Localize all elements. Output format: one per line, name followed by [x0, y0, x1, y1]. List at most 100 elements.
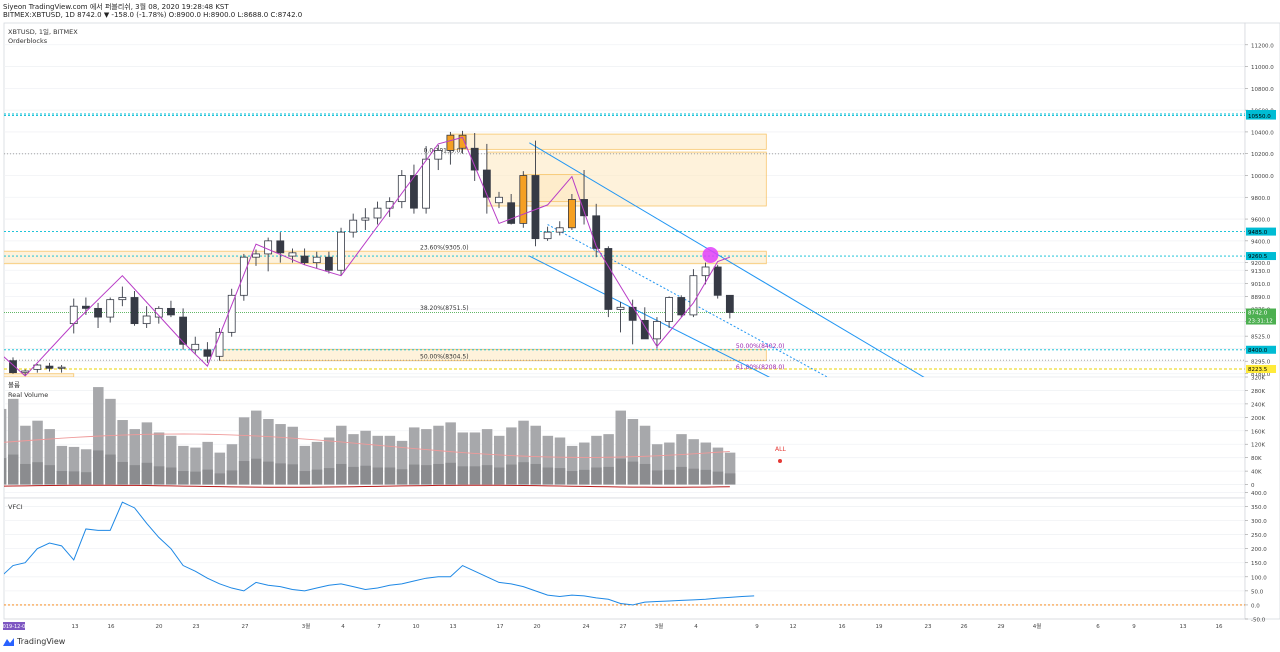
chart-header-line2: BITMEX:XBTUSD, 1D 8742.0 ▼ -158.0 (-1.78…	[3, 11, 303, 19]
volume-bar	[579, 442, 590, 485]
candle-body	[82, 305, 90, 309]
volume-bar-down	[129, 465, 140, 485]
candle-body	[653, 321, 661, 340]
x-axis-label: 13	[1180, 624, 1187, 630]
candle-body	[337, 231, 345, 271]
volume-bar-down	[275, 463, 286, 485]
volume-title: 볼륨	[8, 380, 20, 389]
vfci-tick-label: 400.0	[1251, 491, 1267, 497]
volume-bar	[700, 442, 712, 485]
volume-bar	[105, 398, 116, 485]
volume-bar-down	[384, 467, 396, 485]
volume-bar-down	[141, 462, 153, 485]
volume-bar	[311, 441, 323, 485]
candle-body	[45, 365, 54, 369]
volume-bar	[80, 449, 92, 485]
orderblock-box	[4, 373, 75, 377]
volume-bar	[44, 429, 55, 485]
volume-bar-down	[68, 471, 80, 485]
x-axis-label: 23	[925, 624, 932, 630]
volume-bar	[469, 432, 481, 485]
volume-bar-down	[299, 471, 311, 485]
brand-name: TradingView	[17, 637, 66, 646]
price-tick-label: 11000.0	[1251, 65, 1274, 71]
x-axis-label: 13	[72, 624, 79, 630]
volume-bar	[372, 435, 383, 485]
volume-ma2-line	[4, 484, 730, 488]
price-tick-label: 9130.0	[1251, 269, 1271, 275]
volume-bar-down	[202, 469, 213, 485]
x-axis-label: 4월	[1033, 622, 1042, 630]
fib-label: 61.80%(8208.0)	[736, 364, 785, 371]
volume-bar-down	[651, 470, 663, 485]
volume-bar-down	[178, 471, 189, 485]
volume-bar	[688, 439, 699, 485]
candle-body	[57, 366, 66, 369]
volume-bar	[178, 445, 189, 485]
candle-body	[324, 256, 333, 271]
volume-bar	[165, 435, 177, 485]
pane-frame-3	[3, 497, 1246, 620]
volume-bar-down	[311, 469, 323, 485]
volume-bar	[384, 435, 396, 485]
volume-bar	[251, 410, 262, 485]
volume-bar	[530, 425, 541, 485]
volume-bar	[664, 442, 675, 485]
price-tick-label: 10800.0	[1251, 87, 1274, 93]
volume-bar	[275, 424, 286, 485]
x-axis-label: 16	[839, 624, 846, 630]
candle-body	[142, 315, 151, 325]
volume-bar-down	[238, 461, 250, 485]
vfci-pane: VFCI	[4, 501, 1245, 606]
volume-bar-down	[287, 464, 298, 485]
x-axis-highlight	[3, 622, 25, 630]
candle-body	[713, 266, 722, 296]
volume-bar	[263, 419, 274, 485]
volume-bar-down	[80, 472, 92, 485]
candle-body	[580, 199, 588, 217]
volume-bar	[226, 444, 238, 485]
x-axis-label: 26	[961, 624, 968, 630]
volume-bar	[32, 420, 43, 485]
price-tag-countdown: 23:31:12	[1248, 319, 1273, 325]
price-tick-label: 8180.0	[1251, 372, 1271, 378]
vfci-tick-label: 0.0	[1251, 603, 1260, 609]
vfci-tick-label: 50.0	[1251, 589, 1264, 595]
volume-tick-label: 40K	[1251, 470, 1262, 476]
tradingview-brand[interactable]: TradingView	[3, 637, 65, 646]
candle-body	[288, 252, 297, 257]
x-axis-label: 6	[1096, 624, 1100, 630]
volume-bar-down	[214, 473, 226, 485]
vfci-tick-label: 100.0	[1251, 575, 1267, 581]
volume-bar-down	[506, 464, 517, 485]
volume-bar-down	[481, 465, 493, 485]
volume-subtitle: Real Volume	[8, 391, 48, 399]
volume-bar-down	[105, 454, 116, 485]
volume-bar-down	[408, 464, 420, 485]
candle-body	[568, 199, 576, 229]
candle-body	[21, 370, 30, 374]
volume-bar	[238, 417, 250, 485]
price-tag	[1246, 316, 1276, 325]
candle-body	[640, 319, 649, 340]
volume-bar	[651, 444, 663, 485]
volume-bar	[408, 427, 420, 485]
volume-bar-down	[117, 461, 128, 485]
volume-pane: 볼륨 Real Volume ALL	[4, 380, 786, 488]
x-axis-label: 29	[998, 624, 1005, 630]
volume-annotation-dot	[778, 459, 782, 464]
volume-tick-label: 320K	[1251, 376, 1265, 382]
chart-title: XBTUSD, 1일, BITMEX	[8, 27, 78, 36]
candle-body	[628, 306, 637, 321]
candle-body	[470, 147, 479, 171]
volume-bar-down	[518, 462, 529, 485]
volume-bar-down	[712, 471, 724, 485]
x-axis-label: 3월	[655, 622, 664, 630]
candle-body	[373, 207, 382, 219]
main-pane: 0.0(10199.0) 23.60%(9305.0) 38.20%(8751.5)…	[4, 27, 1245, 377]
candle-body	[252, 253, 260, 258]
x-axis-label: 23	[193, 624, 200, 630]
candle-body	[592, 215, 601, 249]
volume-bar-down	[263, 461, 274, 485]
